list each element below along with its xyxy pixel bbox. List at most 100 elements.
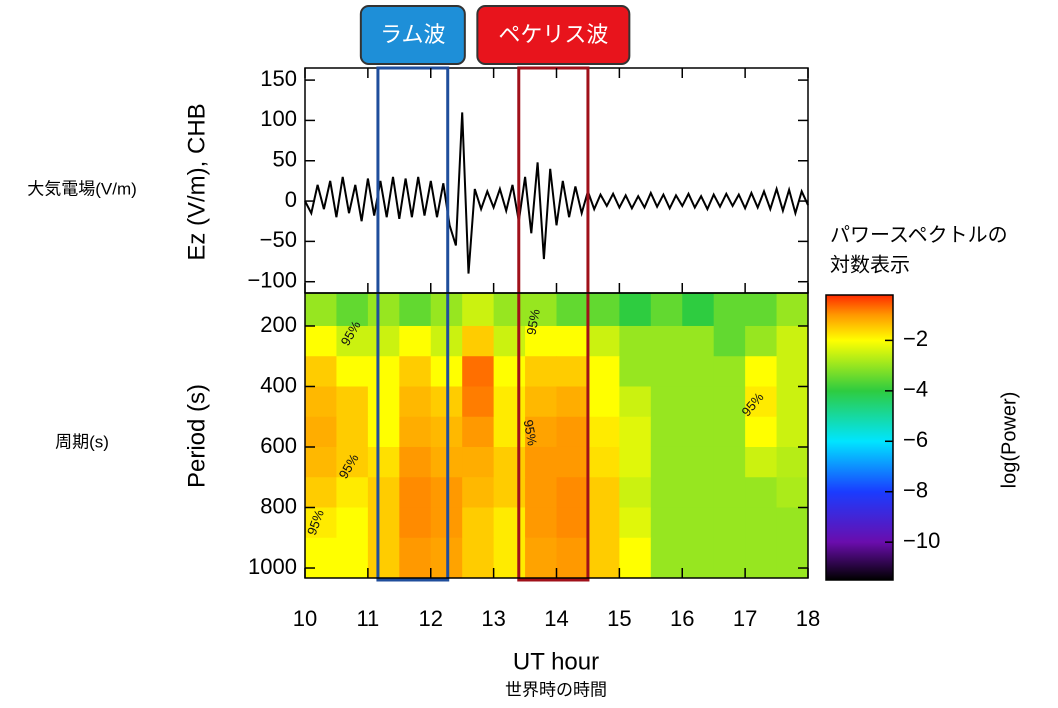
heat-cell <box>682 477 715 509</box>
heat-cell <box>745 293 778 327</box>
heat-cell <box>776 446 809 478</box>
heat-cell <box>587 416 620 448</box>
heat-cell <box>713 537 746 579</box>
heat-cell <box>619 416 652 448</box>
y-tick-label: 100 <box>260 106 297 131</box>
heat-cell <box>745 507 778 539</box>
heat-cell <box>587 293 620 327</box>
heat-cell <box>619 477 652 509</box>
heat-cell <box>305 386 337 418</box>
heat-cell <box>462 386 495 418</box>
heat-cell <box>525 293 557 327</box>
colorbar-tick-label: −8 <box>903 478 928 503</box>
heat-cell <box>619 293 652 327</box>
heat-cell <box>493 386 526 418</box>
heat-cell <box>462 477 495 509</box>
y-tick-label: 50 <box>273 147 297 172</box>
highlight-tag <box>359 5 466 65</box>
heat-cell <box>305 537 337 579</box>
y-tick-label: 800 <box>260 493 297 518</box>
heat-cell <box>650 416 683 448</box>
heat-cell <box>399 446 432 478</box>
heat-cell <box>493 537 526 579</box>
heat-cell <box>619 446 652 478</box>
heat-cell <box>745 386 778 418</box>
y-tick-label: 1000 <box>248 554 297 579</box>
heat-cell <box>776 416 809 448</box>
heat-cell <box>776 325 809 357</box>
heat-cell <box>619 356 652 387</box>
heat-cell <box>556 416 589 448</box>
heat-cell <box>305 477 337 509</box>
side-label: 大気電場(V/m) <box>27 179 137 198</box>
heat-cell <box>745 537 778 579</box>
heat-cell <box>525 325 557 357</box>
contour-label: 95% <box>524 307 543 336</box>
heat-cell <box>525 386 557 418</box>
heat-cell <box>556 477 589 509</box>
heat-cell <box>399 537 432 579</box>
heat-cell <box>650 537 683 579</box>
heat-cell <box>650 356 683 387</box>
heat-cell <box>619 507 652 539</box>
heat-cell <box>619 386 652 418</box>
heat-cell <box>462 356 495 387</box>
heat-cell <box>713 293 746 327</box>
heat-cell <box>367 293 400 327</box>
colorbar-title: 対数表示 <box>830 253 910 276</box>
highlight-box <box>517 66 590 582</box>
heat-cell <box>556 325 589 357</box>
heat-cell <box>493 507 526 539</box>
y-tick-label: 0 <box>285 187 297 212</box>
heat-cell <box>399 325 432 357</box>
heat-cell <box>525 416 557 448</box>
heat-cell <box>462 537 495 579</box>
x-tick-label: 11 <box>356 606 379 631</box>
heat-cell <box>587 386 620 418</box>
heat-cell <box>650 477 683 509</box>
y-tick-label: −100 <box>247 268 297 293</box>
x-axis-title: UT hour <box>513 648 599 675</box>
colorbar-title: パワースペクトルの <box>830 223 1008 246</box>
plot-frame <box>304 67 809 294</box>
heat-cell <box>399 477 432 509</box>
heat-cell <box>525 537 557 579</box>
heat-cell <box>305 446 337 478</box>
heat-cell <box>682 356 715 387</box>
x-tick-label: 12 <box>419 606 443 631</box>
heat-cell <box>556 507 589 539</box>
highlight-tag <box>476 5 631 65</box>
heat-cell <box>682 507 715 539</box>
heat-cell <box>336 507 369 539</box>
chart-layer: −100 −50 0 50 100 150 ラム波 ペケリス波 200 400 600 800 1000… <box>247 5 940 631</box>
heat-cell <box>587 446 620 478</box>
heat-cell <box>367 537 400 579</box>
y-tick-label: 150 <box>260 66 297 91</box>
heat-cell <box>556 446 589 478</box>
heat-cell <box>367 386 400 418</box>
heat-cell <box>776 386 809 418</box>
colorbar-tick-label: −6 <box>903 427 928 452</box>
heat-cell <box>650 293 683 327</box>
heat-cell <box>399 356 432 387</box>
x-tick-label: 13 <box>481 606 505 631</box>
heat-cell <box>650 446 683 478</box>
heat-cell <box>776 537 809 579</box>
colorbar <box>825 294 894 581</box>
heat-cell <box>587 356 620 387</box>
heat-cell <box>682 416 715 448</box>
heat-cell <box>305 325 337 357</box>
heat-cell <box>493 293 526 327</box>
x-tick-label: 18 <box>796 606 820 631</box>
highlight-label: ペケリス波 <box>498 22 608 47</box>
heat-cell <box>556 356 589 387</box>
heat-cell <box>682 386 715 418</box>
heat-cell <box>650 386 683 418</box>
heat-cell <box>462 416 495 448</box>
heat-cell <box>336 293 369 327</box>
y-axis-title: Ez (V/m), CHB <box>183 103 210 260</box>
heat-cell <box>336 386 369 418</box>
heat-cell <box>682 293 715 327</box>
heat-cell <box>305 416 337 448</box>
highlight-box <box>376 66 450 582</box>
